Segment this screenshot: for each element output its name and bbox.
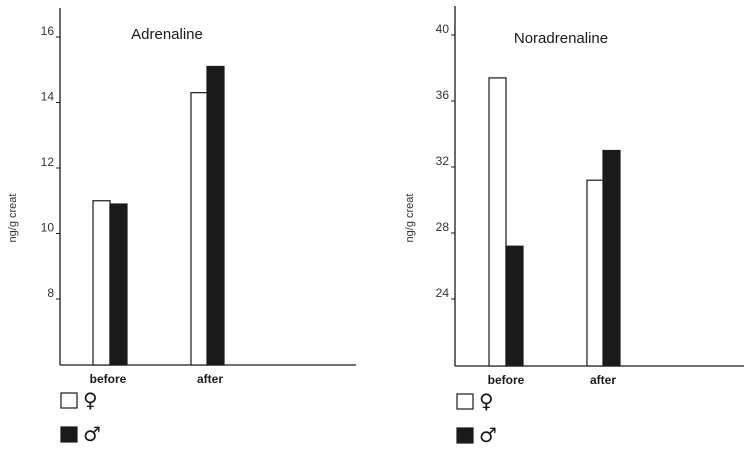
- bar-after-female: [190, 92, 209, 366]
- chart-title: Noradrenaline: [514, 30, 608, 47]
- chart-noradrenaline: 24 28 32 36 40 Noradrenaline ng/g creat before a…: [404, 6, 744, 447]
- bar-before-female: [92, 200, 111, 366]
- legend-swatch: [60, 426, 78, 443]
- y-tick-label: 10: [41, 221, 55, 235]
- chart-title: Adrenaline: [131, 26, 203, 43]
- legend-label: ♂: [479, 423, 497, 447]
- legend-swatch: [456, 427, 474, 444]
- y-tick-label: 40: [436, 22, 450, 36]
- bar-before-male: [505, 245, 524, 367]
- y-tick-label: 24: [436, 286, 450, 300]
- y-tick-label: 8: [47, 286, 54, 300]
- bar-before-female: [488, 77, 507, 367]
- y-tick-label: 36: [436, 88, 450, 102]
- y-tick-label: 32: [436, 154, 450, 168]
- x-tick-label: before: [90, 372, 127, 386]
- legend-label: ♂: [83, 422, 101, 446]
- bar-after-male: [602, 149, 621, 367]
- chart-adrenaline: 8 10 12 14 16 Adrenaline ng/g creat before after…: [7, 8, 356, 446]
- legend-label: ♀: [479, 389, 494, 413]
- bar-after-female: [586, 179, 605, 367]
- legend-swatch: [456, 393, 474, 410]
- x-tick-label: after: [197, 372, 223, 386]
- legend-label: ♀: [83, 388, 98, 412]
- y-axis-label: ng/g creat: [404, 194, 416, 243]
- y-tick-label: 28: [436, 220, 450, 234]
- x-tick-label: after: [590, 373, 616, 387]
- legend-swatch: [60, 392, 78, 409]
- y-tick-label: 14: [41, 90, 55, 104]
- bar-after-male: [206, 65, 225, 366]
- x-tick-label: before: [488, 373, 525, 387]
- y-axis-label: ng/g creat: [7, 194, 19, 243]
- y-tick-label: 16: [41, 24, 55, 38]
- bar-before-male: [109, 203, 128, 366]
- y-tick-label: 12: [41, 155, 55, 169]
